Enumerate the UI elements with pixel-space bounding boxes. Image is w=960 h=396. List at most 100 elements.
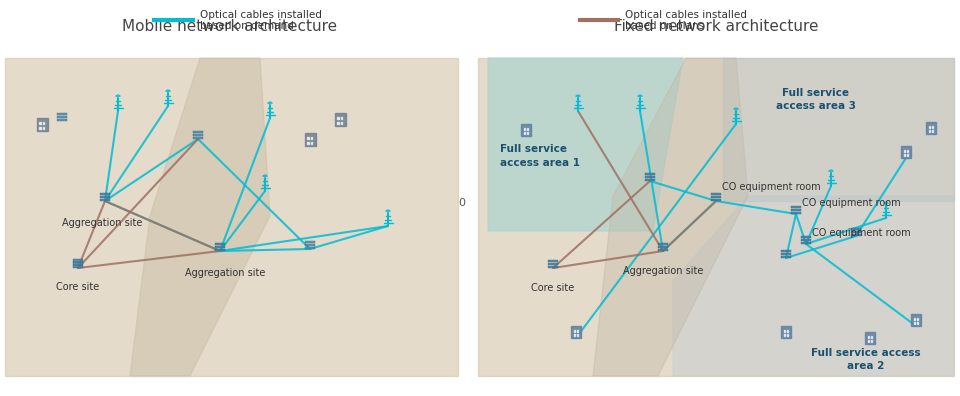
Bar <box>215 249 225 251</box>
Bar <box>305 247 315 249</box>
Bar <box>852 234 861 236</box>
Text: CO equipment room: CO equipment room <box>802 198 900 208</box>
Bar <box>868 336 869 338</box>
Text: Optical cables installed: Optical cables installed <box>200 10 322 20</box>
Text: Full service
access area 1: Full service access area 1 <box>500 145 580 168</box>
Bar <box>783 334 785 336</box>
Bar <box>903 154 905 156</box>
Bar <box>73 265 84 268</box>
Bar <box>42 127 44 129</box>
Bar <box>786 334 788 336</box>
Bar <box>100 199 109 201</box>
Bar <box>523 132 525 134</box>
Bar <box>39 122 41 124</box>
Bar <box>711 193 721 195</box>
Bar <box>781 253 791 255</box>
Bar <box>931 126 933 128</box>
Text: 0: 0 <box>459 198 466 208</box>
Bar <box>577 334 578 336</box>
Bar <box>868 340 869 342</box>
Bar <box>307 142 309 144</box>
Polygon shape <box>673 196 954 376</box>
Bar <box>791 206 801 208</box>
Bar <box>852 231 861 233</box>
Bar <box>901 146 911 158</box>
Bar <box>659 243 668 246</box>
Bar <box>526 128 528 130</box>
Bar <box>928 130 930 132</box>
Bar <box>659 246 668 248</box>
Text: based on plans: based on plans <box>625 21 704 31</box>
Bar <box>5 58 458 376</box>
Bar <box>36 118 47 131</box>
Bar <box>100 193 109 195</box>
Bar <box>573 330 575 332</box>
Text: Aggregation site: Aggregation site <box>185 268 265 278</box>
Polygon shape <box>488 58 683 231</box>
Bar <box>711 196 721 198</box>
Bar <box>783 330 785 332</box>
Bar <box>781 256 791 258</box>
Bar <box>802 236 811 238</box>
Bar <box>548 266 558 268</box>
Polygon shape <box>723 58 954 201</box>
Bar <box>871 340 872 342</box>
Bar <box>310 137 312 139</box>
Bar <box>645 173 655 175</box>
Bar <box>914 322 915 324</box>
Bar <box>786 330 788 332</box>
Bar <box>906 150 908 152</box>
Bar <box>791 212 801 214</box>
Text: based on demand: based on demand <box>200 21 294 31</box>
Bar <box>573 334 575 336</box>
Bar <box>73 262 84 265</box>
Bar <box>215 246 225 248</box>
Bar <box>548 260 558 263</box>
Bar <box>310 142 312 144</box>
Text: Full service access
area 2: Full service access area 2 <box>811 348 921 371</box>
Bar <box>791 209 801 211</box>
Bar <box>781 250 791 252</box>
Bar <box>521 124 531 136</box>
Bar <box>337 122 339 124</box>
Bar <box>341 117 342 120</box>
Bar <box>42 122 44 124</box>
Bar <box>917 322 918 324</box>
Bar <box>58 116 67 118</box>
Text: CO equipment room: CO equipment room <box>722 182 821 192</box>
Bar <box>781 326 791 338</box>
Text: Aggregation site: Aggregation site <box>61 218 142 228</box>
Bar <box>931 130 933 132</box>
Bar <box>645 179 655 181</box>
Bar <box>802 242 811 244</box>
Bar <box>548 263 558 265</box>
Bar <box>341 122 342 124</box>
Bar <box>871 336 872 338</box>
Bar <box>914 318 915 320</box>
Bar <box>906 154 908 156</box>
Text: Optical cables installed: Optical cables installed <box>625 10 747 20</box>
Text: Core site: Core site <box>57 282 100 292</box>
Bar <box>926 122 936 134</box>
Bar <box>478 58 954 376</box>
Bar <box>304 133 316 146</box>
Polygon shape <box>130 58 270 376</box>
Bar <box>911 314 921 326</box>
Text: Aggregation site: Aggregation site <box>623 266 703 276</box>
Bar <box>903 150 905 152</box>
Polygon shape <box>593 58 748 376</box>
Text: CO equipment room: CO equipment room <box>812 228 911 238</box>
Bar <box>571 326 581 338</box>
Bar <box>305 241 315 244</box>
Bar <box>215 243 225 246</box>
Bar <box>711 199 721 201</box>
Bar <box>307 137 309 139</box>
Text: Mobile network architecture: Mobile network architecture <box>123 19 338 34</box>
Bar <box>865 332 875 344</box>
Bar <box>577 330 578 332</box>
Bar <box>659 249 668 251</box>
Bar <box>337 117 339 120</box>
Text: Fixed network architecture: Fixed network architecture <box>613 19 818 34</box>
Text: Core site: Core site <box>532 283 575 293</box>
Bar <box>58 119 67 121</box>
